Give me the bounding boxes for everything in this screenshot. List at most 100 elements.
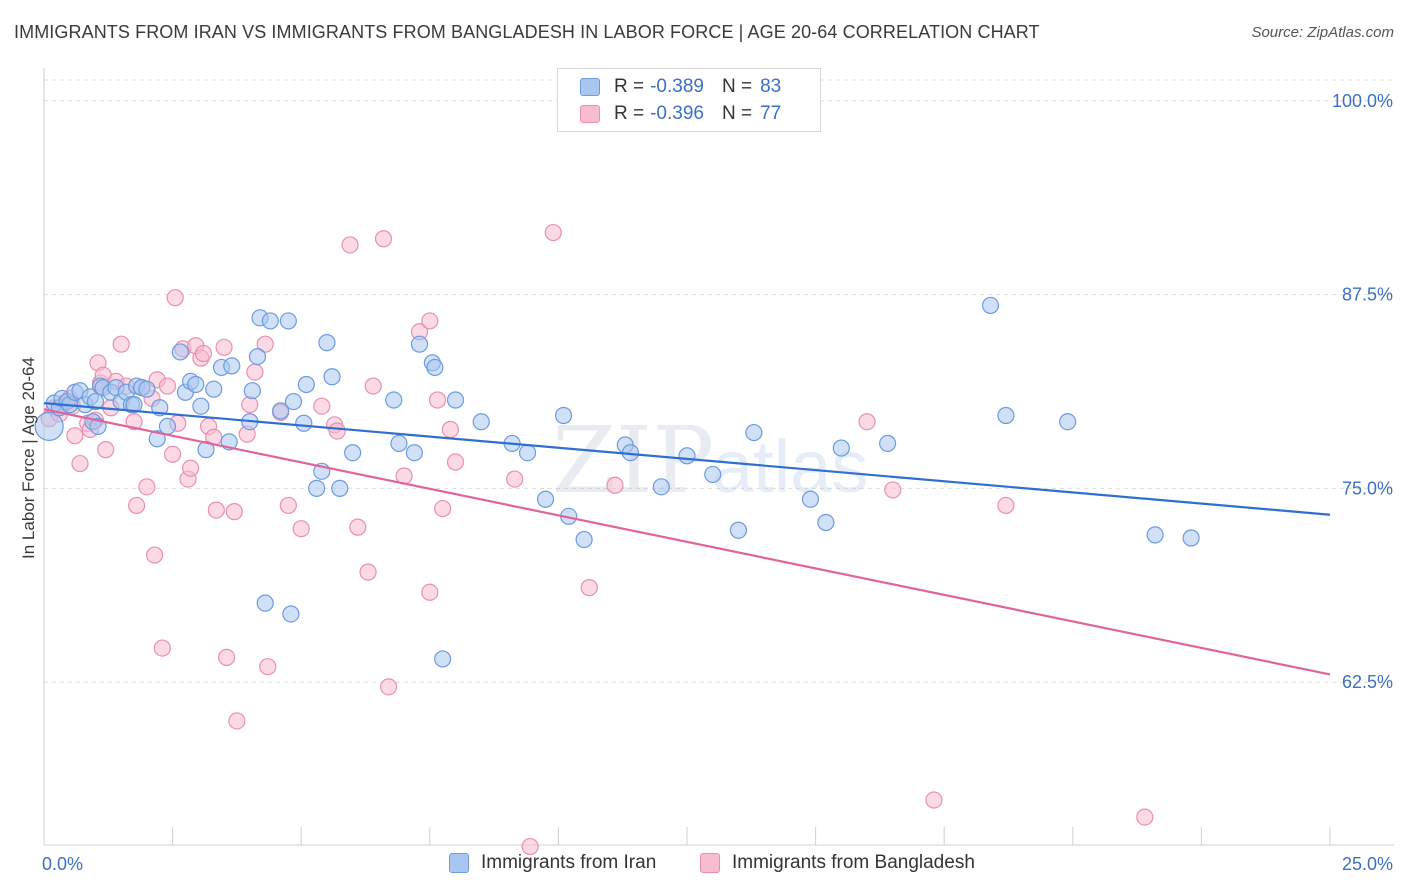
- data-point-iran: [426, 358, 444, 377]
- data-point-iran: [410, 335, 429, 353]
- series-legend-iran: Immigrants from Iran: [449, 852, 656, 874]
- data-point-iran: [554, 406, 573, 425]
- data-point-bangladesh: [364, 377, 382, 395]
- data-point-iran: [344, 444, 362, 462]
- data-point-bangladesh: [215, 338, 233, 356]
- y-tick-label: 100.0%: [1332, 91, 1393, 111]
- data-point-iran: [1146, 526, 1164, 544]
- data-point-iran: [331, 479, 349, 497]
- data-point-iran: [318, 334, 336, 352]
- data-point-bangladesh: [328, 422, 346, 440]
- data-point-iran: [272, 402, 290, 420]
- data-point-iran: [518, 444, 537, 462]
- data-point-bangladesh: [1136, 808, 1154, 826]
- data-point-iran: [34, 411, 64, 441]
- chart-title: IMMIGRANTS FROM IRAN VS IMMIGRANTS FROM …: [14, 22, 1040, 42]
- data-point-iran: [997, 406, 1015, 425]
- data-point-bangladesh: [858, 413, 876, 431]
- series-bangladesh-points: [40, 223, 1154, 856]
- data-point-bangladesh: [153, 639, 171, 657]
- legend-swatch-bangladesh: [580, 105, 600, 123]
- series-legend: Immigrants from Iran Immigrants from Ban…: [0, 852, 1406, 878]
- legend-row-bangladesh: R = -0.396 N = 77: [580, 102, 781, 126]
- x-tick-label: 0.0%: [42, 854, 83, 874]
- data-point-bangladesh: [97, 441, 115, 459]
- data-point-iran: [729, 521, 748, 539]
- trend-lines: [43, 402, 1331, 676]
- data-point-iran: [192, 397, 210, 415]
- data-point-bangladesh: [434, 499, 452, 518]
- data-point-iran: [187, 375, 205, 394]
- correlation-legend: R = -0.389 N = 83 R = -0.396 N = 77: [557, 68, 821, 132]
- data-point-iran: [297, 375, 315, 394]
- data-point-iran: [981, 296, 1000, 315]
- series-legend-label-iran: Immigrants from Iran: [481, 852, 657, 873]
- data-point-bangladesh: [884, 481, 902, 499]
- data-point-iran: [223, 357, 241, 375]
- series-legend-swatch-iran: [449, 853, 469, 873]
- data-point-iran: [261, 312, 279, 330]
- data-point-bangladesh: [127, 496, 146, 515]
- y-tick-label: 62.5%: [1342, 672, 1393, 692]
- legend-swatch-iran: [580, 78, 600, 96]
- data-point-bangladesh: [164, 445, 182, 463]
- data-point-iran: [295, 414, 313, 432]
- data-point-bangladesh: [138, 478, 156, 496]
- data-point-bangladesh: [218, 648, 236, 666]
- data-point-iran: [282, 605, 300, 623]
- legend-n-label-iran: N =: [721, 76, 753, 97]
- legend-row-iran: R = -0.389 N = 83: [580, 75, 781, 99]
- gridlines: [44, 79, 1394, 683]
- data-point-bangladesh: [71, 454, 89, 473]
- legend-r-value-bangladesh: -0.396: [650, 103, 704, 124]
- legend-r-label-bangladesh: R =: [614, 103, 645, 124]
- data-point-bangladesh: [374, 230, 393, 248]
- data-point-bangladesh: [380, 678, 398, 696]
- data-point-iran: [390, 434, 408, 453]
- data-point-bangladesh: [112, 335, 130, 353]
- axes: [43, 68, 1394, 846]
- data-point-iran: [801, 490, 820, 508]
- data-point-iran: [817, 513, 835, 532]
- data-point-bangladesh: [997, 496, 1015, 515]
- series-legend-bangladesh: Immigrants from Bangladesh: [700, 852, 975, 874]
- source-label: Source: ZipAtlas.com: [1251, 24, 1394, 41]
- series-legend-label-bangladesh: Immigrants from Bangladesh: [732, 852, 975, 873]
- data-point-bangladesh: [166, 289, 184, 307]
- data-point-bangladesh: [925, 791, 943, 809]
- data-point-bangladesh: [428, 391, 447, 409]
- legend-n-label-bangladesh: N =: [721, 103, 753, 124]
- data-point-iran: [385, 391, 403, 409]
- data-point-iran: [446, 391, 465, 409]
- data-point-bangladesh: [506, 470, 524, 488]
- data-point-bangladesh: [313, 397, 331, 415]
- series-legend-swatch-bangladesh: [700, 853, 720, 873]
- data-point-bangladesh: [225, 503, 243, 521]
- data-point-bangladesh: [279, 496, 297, 515]
- data-point-bangladesh: [145, 546, 164, 564]
- data-point-iran: [256, 594, 274, 612]
- trend-line-iran: [43, 402, 1331, 516]
- x-tick-labels: 0.0% 25.0%: [42, 854, 1393, 874]
- trend-line-bangladesh: [43, 408, 1331, 676]
- data-point-iran: [148, 430, 166, 448]
- data-point-iran: [279, 312, 297, 330]
- data-point-bangladesh: [421, 312, 439, 330]
- data-point-bangladesh: [228, 712, 246, 730]
- data-point-iran: [879, 434, 897, 453]
- data-point-bangladesh: [292, 520, 310, 538]
- data-point-bangladesh: [259, 658, 277, 676]
- data-point-iran: [434, 650, 452, 668]
- data-point-iran: [472, 413, 490, 431]
- legend-n-value-bangladesh: 77: [760, 103, 782, 124]
- data-point-bangladesh: [441, 420, 459, 439]
- data-point-bangladesh: [580, 579, 598, 597]
- data-point-bangladesh: [606, 476, 624, 494]
- data-point-bangladesh: [421, 583, 439, 601]
- data-point-bangladesh: [256, 335, 274, 353]
- data-point-bangladesh: [182, 459, 200, 477]
- data-point-iran: [1059, 413, 1077, 431]
- data-point-iran: [678, 447, 696, 465]
- data-point-iran: [171, 343, 189, 361]
